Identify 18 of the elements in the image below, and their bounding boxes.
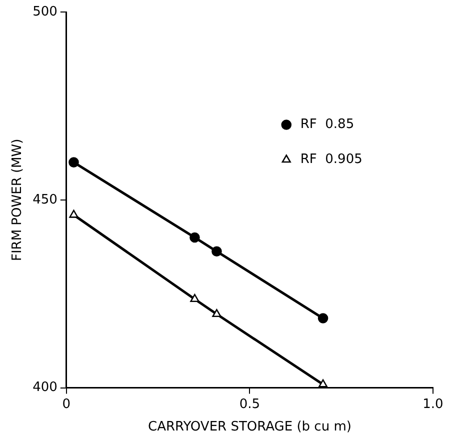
legend-label: RF 0.85 [300,117,354,132]
x-axis-title: CARRYOVER STORAGE (b cu m) [148,420,352,435]
point [68,157,79,168]
legend-label: RF 0.905 [300,152,362,168]
point [212,246,222,257]
y-tick-label: 500 [32,4,58,20]
point [190,294,200,302]
y-tick-label: 450 [32,192,58,208]
x-tick-label: 0.5 [239,396,260,412]
point [69,210,78,218]
x-tick-label: 0 [62,396,71,412]
y-tick-label: 400 [32,380,58,396]
point [318,313,328,324]
point [318,379,328,388]
y-axis-title: FIRM POWER (MW) [10,138,26,262]
x-tick-label: 1.0 [422,396,444,412]
point [212,308,222,318]
point [190,232,200,243]
